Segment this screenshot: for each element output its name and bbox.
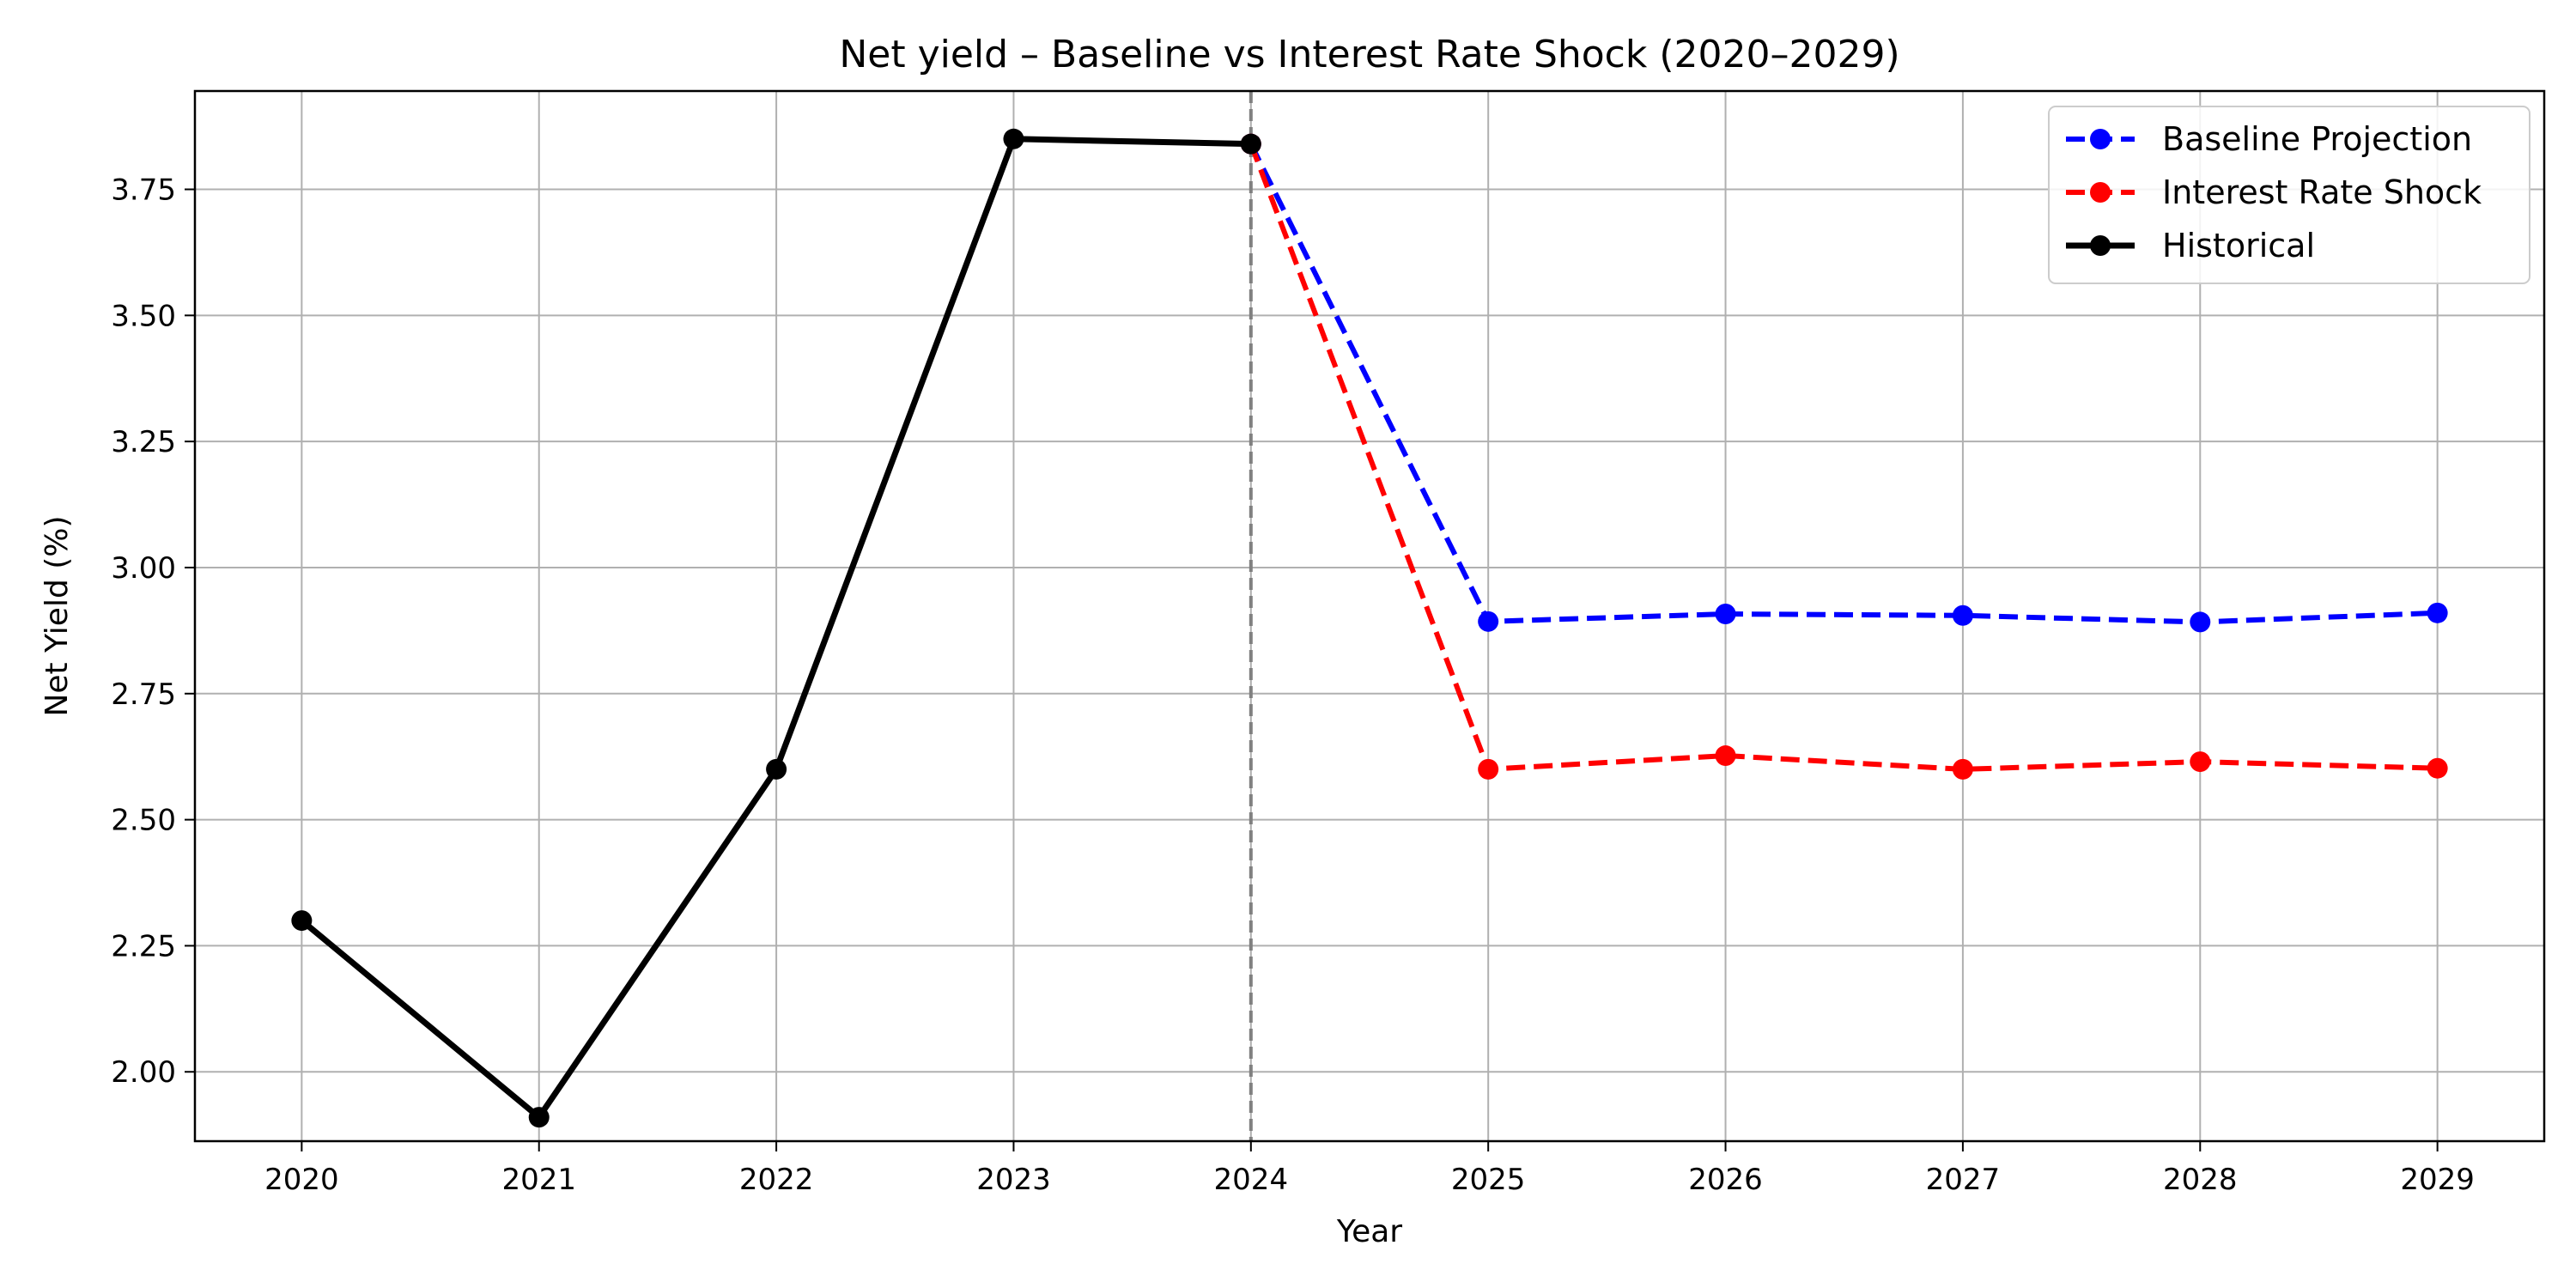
plot-frame <box>193 89 2546 1143</box>
y-tick-label: 3.75 <box>111 173 176 208</box>
grid <box>195 91 2544 1141</box>
y-tick-label: 3.25 <box>111 425 176 459</box>
series-line <box>1249 143 2438 772</box>
legend-swatch-marker <box>2090 182 2111 203</box>
data-point <box>766 758 787 780</box>
x-tick-label: 2025 <box>1451 1163 1526 1197</box>
data-point <box>291 910 313 932</box>
y-axis-ticks: 2.00 2.25 2.50 2.75 3.00 3.25 3.50 3.75 <box>111 173 195 1090</box>
data-point <box>1478 758 1499 780</box>
x-axis-ticks: 2020 2021 2022 2023 2024 2025 2026 2027 2028 2029 <box>264 1141 2475 1197</box>
y-tick-label: 2.75 <box>111 677 176 712</box>
legend-box <box>2048 106 2530 284</box>
chart-title: Net yield – Baseline vs Interest Rate Sh… <box>839 33 1899 76</box>
legend-label: Historical <box>2162 227 2315 264</box>
data-point <box>1715 604 1736 625</box>
data-point <box>2190 611 2211 633</box>
series-line <box>1249 143 2438 625</box>
plot-series <box>291 128 2448 1128</box>
data-point <box>2427 757 2448 779</box>
legend-swatch-marker <box>2090 235 2111 256</box>
data-point <box>528 1107 550 1128</box>
y-tick-label: 2.00 <box>111 1055 176 1090</box>
x-tick-label: 2027 <box>1926 1163 2001 1197</box>
x-tick-label: 2020 <box>264 1163 339 1197</box>
x-tick-label: 2028 <box>2163 1163 2238 1197</box>
x-tick-label: 2024 <box>1214 1163 1289 1197</box>
y-axis-label: Net Yield (%) <box>39 515 75 716</box>
x-axis-label: Year <box>1336 1214 1402 1249</box>
data-point <box>2190 751 2211 773</box>
data-point <box>1478 611 1499 632</box>
data-point <box>1240 133 1261 155</box>
data-point <box>1952 758 1973 780</box>
legend-label: Interest Rate Shock <box>2162 173 2482 211</box>
data-point <box>1715 745 1736 767</box>
x-tick-label: 2021 <box>501 1163 576 1197</box>
y-tick-label: 3.00 <box>111 551 176 586</box>
x-tick-label: 2029 <box>2400 1163 2475 1197</box>
x-tick-label: 2026 <box>1688 1163 1763 1197</box>
legend: Baseline Projection Interest Rate Shock Hi… <box>2048 106 2530 284</box>
series-2 <box>291 128 1261 1128</box>
y-tick-label: 3.50 <box>111 299 176 333</box>
legend-swatch-marker <box>2090 129 2111 149</box>
data-point <box>1003 128 1024 149</box>
legend-label: Baseline Projection <box>2162 120 2472 158</box>
y-tick-label: 2.50 <box>111 804 176 838</box>
data-point <box>2427 602 2448 623</box>
data-point <box>1952 605 1973 626</box>
x-tick-label: 2022 <box>739 1163 814 1197</box>
x-tick-label: 2023 <box>976 1163 1051 1197</box>
y-tick-label: 2.25 <box>111 929 176 963</box>
